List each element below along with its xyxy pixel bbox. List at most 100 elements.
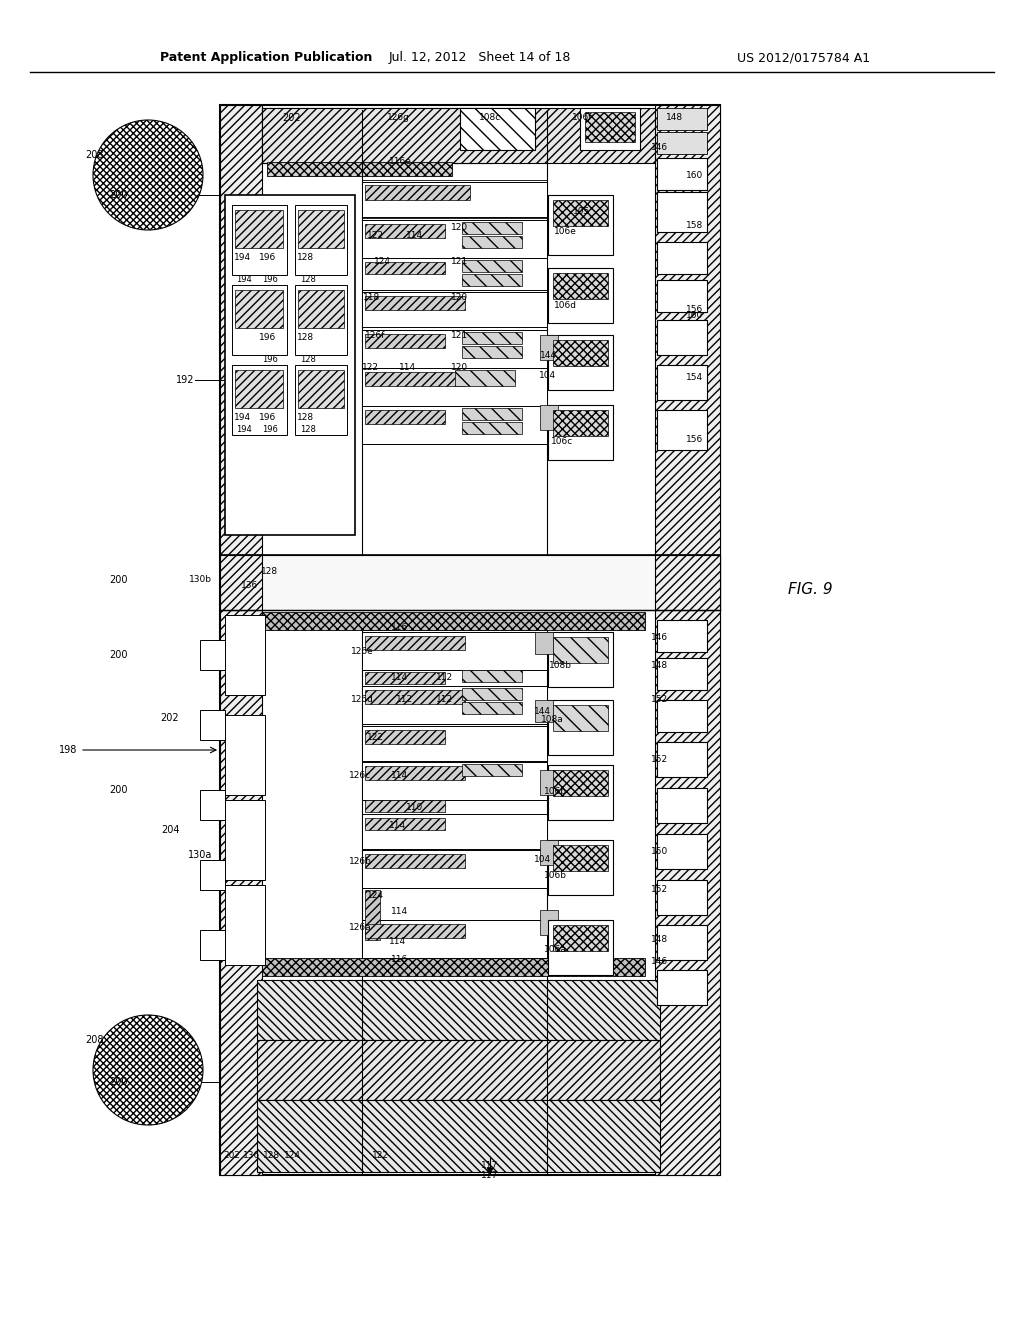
Text: 150: 150 [651,847,669,857]
Bar [362,407,547,444]
Text: 202: 202 [223,1151,241,1159]
Bar [200,710,225,741]
Bar [585,112,635,143]
Text: 116e: 116e [388,157,412,166]
Bar [362,330,547,368]
Bar [365,800,445,812]
Text: 108a: 108a [541,715,563,725]
Bar [548,766,613,820]
Bar [462,333,522,345]
Bar [548,268,613,323]
Bar [365,261,445,275]
Text: 126e: 126e [350,648,374,656]
Text: 200: 200 [109,1077,127,1086]
Bar [200,931,225,960]
Bar [220,106,720,1175]
Text: 146: 146 [651,634,669,643]
Bar [362,292,547,327]
Text: 136: 136 [242,581,259,590]
Bar [535,700,553,722]
Text: 194: 194 [237,425,252,434]
Text: 156: 156 [686,305,703,314]
Bar [553,770,608,796]
Text: 128: 128 [300,425,316,434]
Bar [365,296,465,310]
Bar [553,201,608,226]
Text: 202: 202 [161,713,179,723]
Text: 104: 104 [535,855,552,865]
Bar [200,640,225,671]
Bar [655,106,720,1175]
Bar [262,108,655,162]
Text: 194: 194 [234,413,252,422]
Bar [362,257,547,290]
Text: 106b: 106b [544,788,566,796]
Bar [548,700,613,755]
Text: 114: 114 [407,231,424,240]
Text: 114: 114 [389,821,407,829]
Bar [298,290,344,327]
Text: 128: 128 [261,568,279,577]
Text: 196: 196 [262,425,278,434]
Bar [657,280,707,312]
Bar [462,702,522,714]
Text: 124: 124 [367,891,384,899]
Text: 106a: 106a [544,945,566,954]
Text: 124: 124 [284,1151,300,1159]
Text: 128: 128 [263,1151,281,1159]
Text: 120: 120 [452,363,469,372]
Bar [200,789,225,820]
Text: Jul. 12, 2012   Sheet 14 of 18: Jul. 12, 2012 Sheet 14 of 18 [389,51,571,65]
Bar [553,411,608,436]
Text: 126c: 126c [349,771,371,780]
Bar [657,242,707,275]
Bar [462,236,522,248]
Text: 122: 122 [372,1151,388,1159]
Text: 106c: 106c [551,437,573,446]
Text: 128: 128 [300,355,316,364]
Text: 120: 120 [452,293,469,302]
Bar [657,788,707,822]
Text: 126a: 126a [349,924,372,932]
Bar [462,346,522,358]
Text: 160: 160 [686,170,703,180]
Text: 152: 152 [651,886,669,895]
Bar [657,620,707,652]
Bar [365,766,465,780]
Text: 114: 114 [391,673,409,682]
Bar [234,290,283,327]
Bar [462,422,522,434]
Bar [540,405,558,430]
Bar [548,840,613,895]
Bar [365,854,465,869]
Bar [365,924,465,939]
Text: 126b: 126b [348,858,372,866]
Text: 148: 148 [651,660,669,669]
Bar [535,632,553,653]
Text: 120: 120 [452,223,469,232]
Text: 108c: 108c [479,114,501,123]
Bar [225,715,265,795]
Bar [657,657,707,690]
Bar [657,191,707,232]
Text: 121: 121 [452,257,469,267]
Text: 121: 121 [452,330,469,339]
Text: 136: 136 [244,1151,261,1159]
Bar [362,726,547,762]
Bar [548,195,613,255]
Bar [220,554,720,610]
Bar [362,814,547,849]
Bar [262,612,645,630]
Bar [540,909,558,935]
Text: 116: 116 [391,956,409,965]
Bar [365,672,445,684]
Text: 144: 144 [534,708,551,717]
Text: 112: 112 [396,696,414,705]
Bar [553,273,608,300]
Text: 148: 148 [651,936,669,945]
Bar [298,370,344,408]
Text: 105: 105 [573,207,591,216]
Text: 146: 146 [651,144,669,153]
Text: 128: 128 [300,276,316,285]
Text: 144: 144 [540,351,556,359]
